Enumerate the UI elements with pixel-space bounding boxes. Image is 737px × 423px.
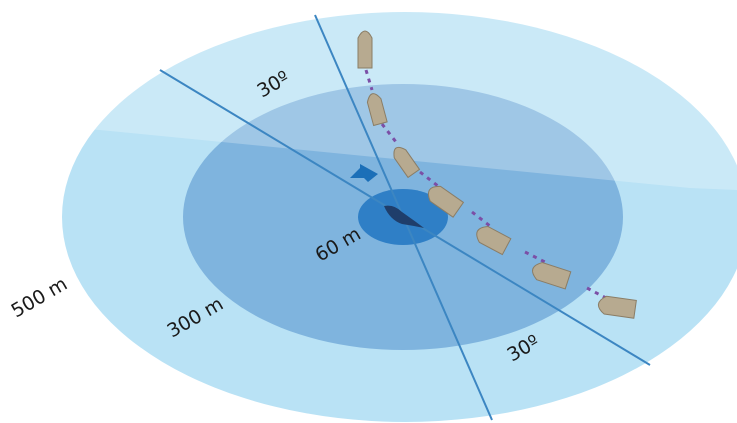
- fish-icon: [384, 205, 424, 228]
- boat: [597, 295, 637, 319]
- route-path: [364, 69, 607, 300]
- boat: [476, 225, 512, 256]
- boat: [532, 262, 572, 290]
- boat: [393, 146, 421, 179]
- boat: [366, 93, 388, 127]
- sector-overlay: [0, 0, 737, 190]
- boat: [427, 185, 465, 218]
- boat: [357, 30, 373, 69]
- radius-label: 500 m: [8, 273, 72, 322]
- direction-arrow: [350, 164, 378, 182]
- boats: [357, 30, 637, 319]
